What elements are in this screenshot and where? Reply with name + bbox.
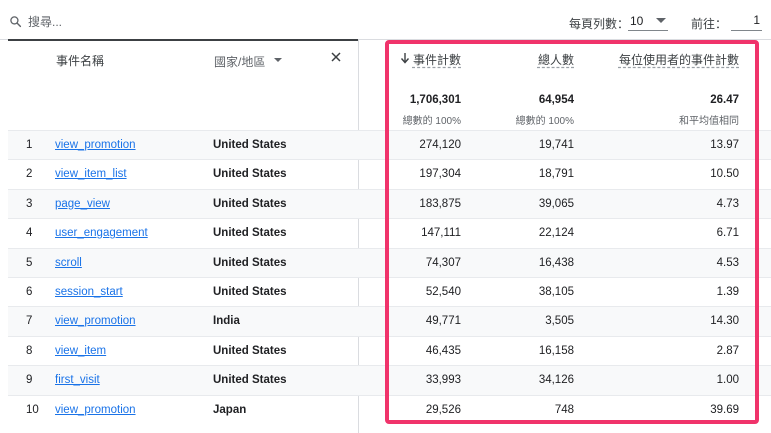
row-number: 4 xyxy=(26,227,33,240)
country-value: United States xyxy=(213,256,287,269)
event-count-value: 33,993 xyxy=(425,374,461,387)
row-number: 8 xyxy=(26,344,33,357)
row-number: 5 xyxy=(26,256,33,269)
events-per-user-value: 10.50 xyxy=(710,168,739,181)
chevron-down-icon[interactable] xyxy=(274,58,282,62)
country-value: India xyxy=(213,315,240,328)
header-event-name[interactable]: 事件名稱 xyxy=(56,54,105,68)
event-name-link[interactable]: view_item xyxy=(55,344,107,357)
row-number: 7 xyxy=(26,315,33,328)
events-per-user-value: 13.97 xyxy=(710,139,739,151)
total-users-value: 22,124 xyxy=(538,227,574,240)
total-users-value: 748 xyxy=(554,403,574,416)
event-count-value: 197,304 xyxy=(419,168,461,181)
column-divider xyxy=(358,40,359,433)
table-row: 6 session_start United States 52,540 38,… xyxy=(8,276,771,306)
rows-per-page-label: 每頁列數： xyxy=(569,17,630,31)
row-number: 10 xyxy=(26,403,39,416)
total-event-count-percent: 總數的 100% xyxy=(402,116,461,127)
country-value: Japan xyxy=(213,403,247,416)
total-users-value: 3,505 xyxy=(545,315,574,328)
events-per-user-value: 6.71 xyxy=(716,227,739,240)
rows-per-page-select[interactable]: 10 xyxy=(628,9,668,31)
country-value: United States xyxy=(213,197,287,210)
country-value: United States xyxy=(213,285,287,298)
total-users-value: 34,126 xyxy=(538,374,574,387)
goto-page-input[interactable] xyxy=(731,9,762,31)
table-row: 8 view_item United States 46,435 16,158 … xyxy=(8,335,771,365)
search-input[interactable] xyxy=(28,13,188,31)
rows-per-page-value: 10 xyxy=(630,14,644,28)
event-count-value: 147,111 xyxy=(421,227,461,240)
events-per-user-value: 4.53 xyxy=(716,256,739,269)
row-number: 9 xyxy=(26,374,33,387)
event-name-link[interactable]: first_visit xyxy=(55,374,100,387)
row-number: 1 xyxy=(26,139,33,151)
sort-descending-icon[interactable] xyxy=(400,52,410,64)
event-name-link[interactable]: user_engagement xyxy=(55,227,148,240)
goto-page-label: 前往： xyxy=(691,17,728,31)
event-count-value: 74,307 xyxy=(425,256,461,269)
table-toolbar: 每頁列數： 10 前往： xyxy=(0,0,771,40)
events-per-user-value: 1.00 xyxy=(716,374,739,387)
event-name-link[interactable]: view_promotion xyxy=(55,139,136,151)
event-count-value: 29,526 xyxy=(425,403,461,416)
row-number: 6 xyxy=(26,285,33,298)
event-name-link[interactable]: session_start xyxy=(55,285,123,298)
total-users-value: 19,741 xyxy=(538,139,574,151)
events-per-user-value: 2.87 xyxy=(716,344,739,357)
event-name-link[interactable]: view_promotion xyxy=(55,403,136,416)
event-count-value: 46,435 xyxy=(425,344,461,357)
table-row: 5 scroll United States 74,307 16,438 4.5… xyxy=(8,247,771,277)
event-count-value: 274,120 xyxy=(419,139,461,151)
header-total-users[interactable]: 總人數 xyxy=(537,53,574,67)
events-per-user-value: 1.39 xyxy=(716,285,739,298)
row-number: 2 xyxy=(26,168,33,181)
total-users: 64,954 xyxy=(538,94,574,106)
country-value: United States xyxy=(213,227,287,240)
events-per-user-value: 4.73 xyxy=(716,197,739,210)
total-events-per-user: 26.47 xyxy=(710,94,739,106)
event-name-link[interactable]: view_promotion xyxy=(55,315,136,328)
event-count-value: 183,875 xyxy=(419,197,461,210)
header-events-per-user[interactable]: 每位使用者的事件計數 xyxy=(618,53,739,67)
event-name-link[interactable]: page_view xyxy=(55,197,110,210)
country-value: United States xyxy=(213,374,287,387)
event-count-value: 52,540 xyxy=(425,285,461,298)
total-users-value: 38,105 xyxy=(538,285,574,298)
total-users-value: 18,791 xyxy=(538,168,574,181)
total-users-value: 16,438 xyxy=(538,256,574,269)
table-row: 9 first_visit United States 33,993 34,12… xyxy=(8,365,771,395)
close-icon[interactable] xyxy=(330,51,342,63)
total-users-percent: 總數的 100% xyxy=(515,116,574,127)
chevron-down-icon xyxy=(656,18,666,23)
total-events-per-user-note: 和平均值相同 xyxy=(679,116,739,127)
table-row: 2 view_item_list United States 197,304 1… xyxy=(8,159,771,188)
events-per-user-value: 14.30 xyxy=(710,315,739,328)
header-event-count[interactable]: 事件計數 xyxy=(412,53,461,67)
table-row: 7 view_promotion India 49,771 3,505 14.3… xyxy=(8,306,771,336)
row-number: 3 xyxy=(26,197,33,210)
events-per-user-value: 39.69 xyxy=(710,403,739,416)
total-users-value: 16,158 xyxy=(538,344,574,357)
country-value: United States xyxy=(213,139,287,151)
table-row: 10 view_promotion Japan 29,526 748 39.69 xyxy=(8,394,771,424)
dimension-header-divider xyxy=(8,39,358,41)
event-name-link[interactable]: scroll xyxy=(55,256,82,269)
header-country-dropdown[interactable]: 國家/地區 xyxy=(214,55,266,69)
search-icon xyxy=(10,16,22,28)
country-value: United States xyxy=(213,168,287,181)
total-event-count: 1,706,301 xyxy=(409,94,461,106)
event-name-link[interactable]: view_item_list xyxy=(55,168,127,181)
country-value: United States xyxy=(213,344,287,357)
table-row: 4 user_engagement United States 147,111 … xyxy=(8,218,771,247)
table-body: 1 view_promotion United States 274,120 1… xyxy=(8,130,771,424)
total-users-value: 39,065 xyxy=(538,197,574,210)
event-count-value: 49,771 xyxy=(425,315,461,328)
table-row: 3 page_view United States 183,875 39,065… xyxy=(8,188,771,219)
table-row: 1 view_promotion United States 274,120 1… xyxy=(8,130,771,160)
